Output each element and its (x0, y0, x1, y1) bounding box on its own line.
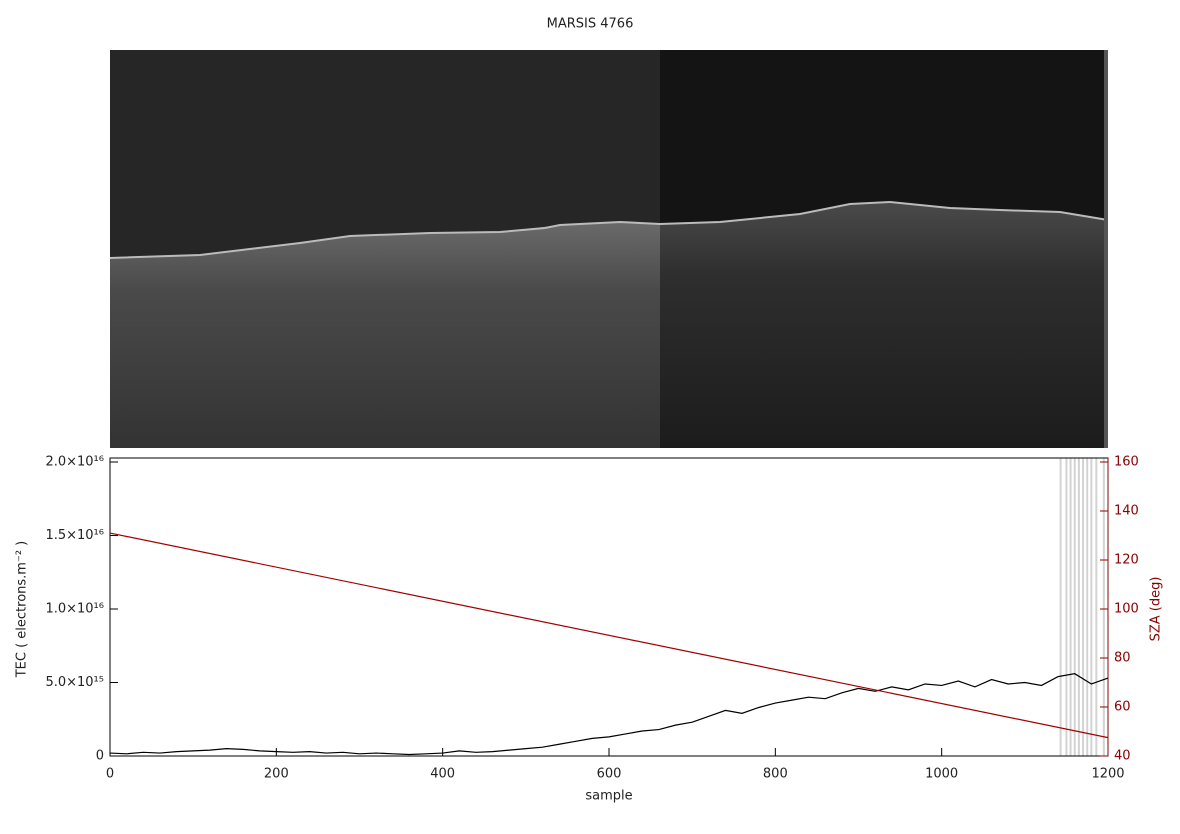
x-tick-label: 0 (106, 767, 114, 782)
x-tick-label: 600 (597, 767, 622, 782)
y2-tick-label: 100 (1114, 602, 1139, 617)
x-tick-label: 400 (430, 767, 455, 782)
y-axis-label: TEC ( electrons.m⁻² ) (15, 541, 30, 679)
y-tick-label: 1.5×10¹⁶ (45, 528, 104, 543)
y2-tick-label: 140 (1114, 504, 1139, 519)
y-tick-label: 5.0×10¹⁵ (45, 675, 104, 690)
y2-tick-label: 40 (1114, 749, 1131, 764)
y-tick-label: 0 (96, 749, 104, 764)
x-tick-label: 1000 (925, 767, 958, 782)
plot-frame (109, 457, 1109, 757)
y-tick-label: 1.0×10¹⁶ (45, 602, 104, 617)
y2-tick-label: 160 (1114, 455, 1139, 470)
chart-title: MARSIS 4766 (547, 17, 634, 32)
x-tick-label: 1200 (1091, 767, 1124, 782)
x-tick-label: 200 (264, 767, 289, 782)
y2-axis-label: SZA (deg) (1149, 577, 1164, 642)
y2-tick-label: 120 (1114, 553, 1139, 568)
x-axis-label: sample (585, 789, 632, 804)
radargram (109, 50, 1109, 448)
y2-tick-label: 80 (1114, 651, 1131, 666)
series-line (109, 532, 1109, 739)
y2-tick-label: 60 (1114, 700, 1131, 715)
x-tick-label: 800 (763, 767, 788, 782)
y-tick-label: 2.0×10¹⁶ (45, 455, 104, 470)
series-line (109, 673, 1109, 756)
